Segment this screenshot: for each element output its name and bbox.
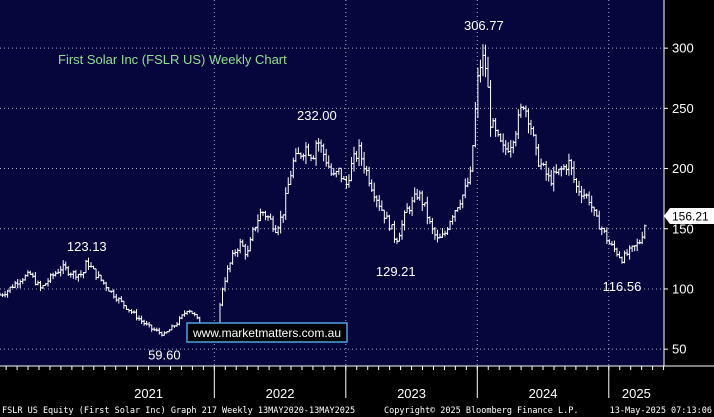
y-tick-label: 300 (672, 41, 694, 56)
price-annotation: 59.60 (148, 348, 181, 363)
x-tick-label: 2024 (529, 386, 558, 401)
watermark-box (186, 322, 348, 343)
footer-left: FSLR US Equity (First Solar Inc) Graph 2… (2, 406, 355, 416)
y-tick-label: 50 (672, 342, 686, 357)
price-annotation: 306.77 (464, 18, 504, 33)
x-tick-label: 2023 (397, 386, 426, 401)
y-axis: 50 100 150 200 250 300 (663, 0, 694, 366)
grid (0, 0, 664, 366)
y-tick-label: 200 (672, 161, 694, 176)
chart-title: First Solar Inc (FSLR US) Weekly Chart (58, 52, 287, 67)
price-annotations: 123.13 59.60 232.00 129.21 306.77 116.56 (67, 18, 641, 363)
y-tick-label: 100 (672, 281, 694, 296)
last-price-box (664, 208, 714, 224)
price-annotation: 116.56 (603, 279, 642, 294)
footer-center: Copyright© 2025 Bloomberg Finance L.P. (384, 406, 578, 416)
x-tick-label: 2022 (266, 386, 295, 401)
x-tick-label: 2025 (622, 386, 651, 401)
price-bar (642, 224, 647, 240)
x-axis: 2021 2022 2023 2024 2025 (0, 365, 714, 401)
last-price-label: 156.21 (672, 210, 709, 224)
y-tick-label: 250 (672, 101, 694, 116)
watermark: www.marketmatters.com.au (186, 322, 348, 343)
price-annotation: 232.00 (297, 108, 337, 123)
y-tick-label: 150 (672, 221, 694, 236)
price-annotation: 129.21 (376, 264, 416, 279)
last-price-marker: 156.21 (664, 208, 714, 224)
price-annotation: 123.13 (67, 239, 107, 254)
footer-right: 13-May-2025 07:13:06 (610, 406, 712, 416)
x-tick-label: 2021 (134, 386, 163, 401)
watermark-text: www.marketmatters.com.au (192, 326, 341, 340)
